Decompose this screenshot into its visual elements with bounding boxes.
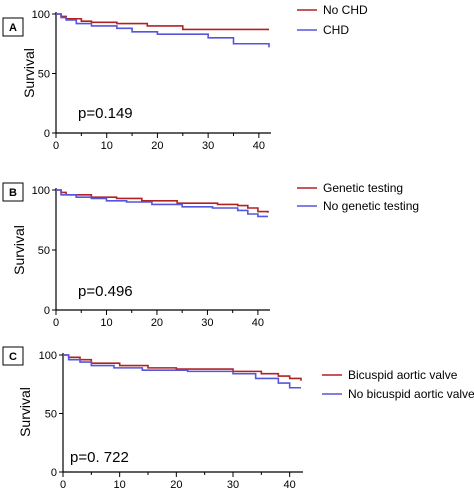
panel-b: B 0 50 100 0 10 20 30 40 Survival Genetic testing N… bbox=[2, 181, 419, 329]
legend-label: Genetic testing bbox=[323, 181, 403, 195]
y-tick-label: 50 bbox=[38, 69, 50, 81]
series-line-2 bbox=[56, 189, 268, 218]
x-tick-label: 40 bbox=[253, 140, 265, 152]
series-line-1 bbox=[63, 354, 302, 381]
panel-a: A 0 50 100 0 10 20 30 40 Survival No CHD CHD p=0.149 bbox=[2, 3, 368, 152]
panel-label-box bbox=[2, 182, 24, 202]
y-tick-label: 50 bbox=[38, 245, 50, 257]
series-line-2 bbox=[63, 354, 301, 389]
panel-label: B bbox=[9, 187, 17, 199]
series-line-1 bbox=[56, 13, 269, 31]
p-value-annotation: p=0. 722 bbox=[70, 449, 129, 466]
y-tick-label: 0 bbox=[44, 128, 50, 140]
x-tick-label: 20 bbox=[151, 317, 163, 329]
y-axis-label: Survival bbox=[11, 225, 27, 275]
x-tick-label: 40 bbox=[252, 317, 264, 329]
x-tick-label: 40 bbox=[284, 479, 296, 488]
x-tick-label: 10 bbox=[101, 140, 113, 152]
x-tick-label: 20 bbox=[151, 140, 163, 152]
y-tick-label: 50 bbox=[45, 409, 57, 421]
x-tick-label: 10 bbox=[114, 479, 126, 488]
x-tick-label: 20 bbox=[170, 479, 182, 488]
y-tick-label: 100 bbox=[32, 185, 50, 197]
legend-label: No CHD bbox=[323, 3, 368, 17]
panel-label: C bbox=[9, 351, 17, 363]
y-tick-label: 100 bbox=[32, 9, 50, 21]
x-tick-label: 0 bbox=[60, 479, 66, 488]
y-tick-label: 100 bbox=[39, 350, 57, 362]
x-tick-label: 30 bbox=[201, 317, 213, 329]
panel-c: C 0 50 100 0 10 20 30 40 Survival Bicuspid aortic … bbox=[2, 346, 474, 488]
series-line-2 bbox=[56, 13, 270, 48]
panel-label: A bbox=[9, 22, 17, 34]
p-value-annotation: p=0.149 bbox=[78, 105, 133, 122]
legend-label: No genetic testing bbox=[323, 199, 419, 213]
y-axis-label: Survival bbox=[21, 48, 37, 98]
panel-label-box bbox=[2, 17, 24, 37]
y-axis-label: Survival bbox=[17, 387, 33, 437]
x-tick-label: 10 bbox=[100, 317, 112, 329]
series-line-1 bbox=[56, 189, 269, 213]
legend-label: No bicuspid aortic valve bbox=[348, 387, 474, 401]
legend-label: CHD bbox=[323, 23, 349, 37]
legend-label: Bicuspid aortic valve bbox=[348, 368, 458, 382]
x-tick-label: 30 bbox=[202, 140, 214, 152]
y-tick-label: 0 bbox=[51, 467, 57, 479]
x-tick-label: 0 bbox=[53, 317, 59, 329]
x-tick-label: 30 bbox=[227, 479, 239, 488]
y-tick-label: 0 bbox=[44, 305, 50, 317]
x-tick-label: 0 bbox=[53, 140, 59, 152]
panel-label-box bbox=[2, 346, 24, 366]
p-value-annotation: p=0.496 bbox=[78, 283, 133, 300]
